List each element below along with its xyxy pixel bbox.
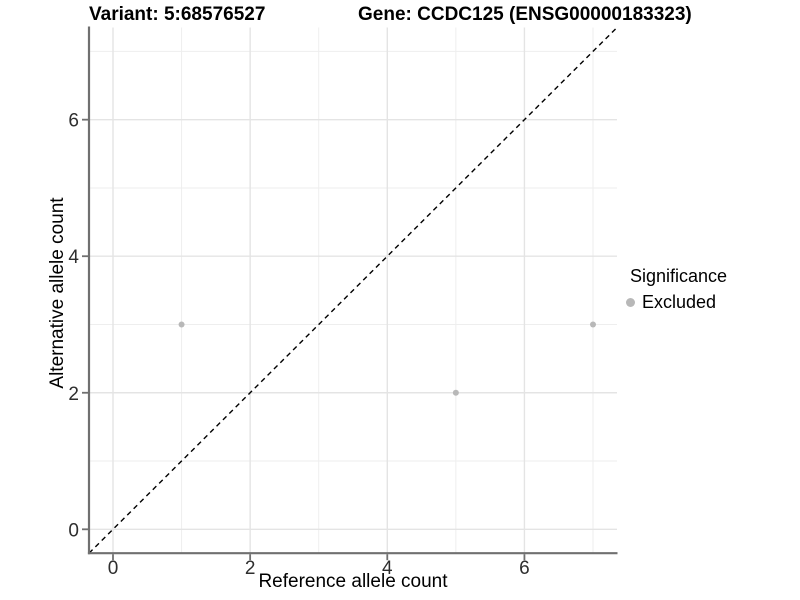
data-point [178, 321, 185, 328]
plot-title-variant: Variant: 5:68576527 [89, 4, 266, 25]
y-tick-label: 0 [68, 520, 79, 541]
y-tick-label: 6 [68, 111, 79, 132]
y-tick-label: 2 [68, 384, 79, 405]
legend-item-excluded: Excluded [626, 292, 727, 313]
x-tick-label: 2 [245, 558, 256, 579]
y-tick-label: 4 [68, 247, 79, 268]
x-tick-label: 4 [382, 558, 393, 579]
x-axis-title: Reference allele count [258, 571, 448, 592]
data-point [590, 321, 596, 328]
data-point [452, 389, 459, 396]
y-axis-title: Alternative allele count [47, 197, 68, 389]
identity-reference-line [88, 27, 618, 554]
legend-item-label: Excluded [642, 292, 717, 312]
x-tick-label: 6 [519, 558, 530, 579]
x-tick-label: 0 [108, 558, 119, 579]
legend-point-swatch [626, 298, 635, 307]
legend-title: Significance [630, 266, 728, 286]
legend: Significance Excluded [626, 266, 727, 313]
plot-title-gene: Gene: CCDC125 (ENSG00000183323) [358, 4, 692, 25]
